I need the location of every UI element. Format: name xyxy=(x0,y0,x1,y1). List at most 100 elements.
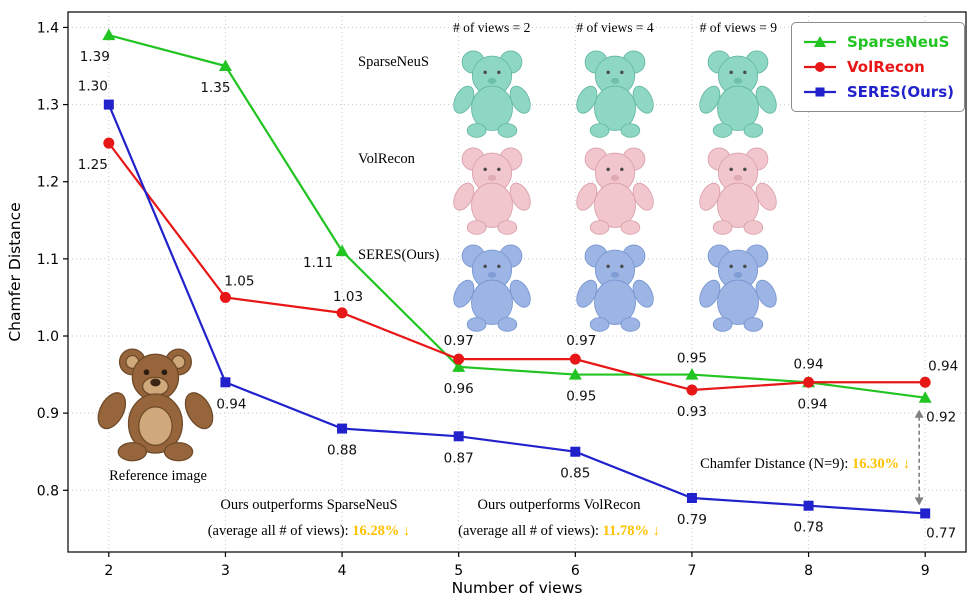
annotation-percent: 16.30% xyxy=(852,456,900,472)
reconstruction-teddy-mesh xyxy=(699,147,778,235)
reconstruction-teddy-mesh xyxy=(699,50,778,139)
annotation-outperform-sparseneus: Ours outperforms SparseNeuS (average all… xyxy=(158,492,460,544)
reconstruction-cell xyxy=(677,141,800,238)
reconstruction-teddy-mesh xyxy=(576,50,654,139)
point-label: 0.77 xyxy=(926,525,956,541)
x-tick-label: 5 xyxy=(454,563,463,579)
series-line xyxy=(107,104,926,515)
x-tick-label: 7 xyxy=(687,563,696,579)
teddy-bear-photo xyxy=(97,348,214,462)
inset-comparison-grid: # of views = 2 # of views = 4 # of views =… xyxy=(348,20,800,334)
annotation-percent: 11.78% xyxy=(602,523,649,540)
inset-row-label: SERES(Ours) xyxy=(358,247,440,264)
legend-marker-icon xyxy=(804,62,836,72)
down-arrow-icon: ↓ xyxy=(652,523,660,540)
x-tick-label: 9 xyxy=(921,563,930,579)
point-label: 0.87 xyxy=(444,450,474,466)
series-SERES(Ours): 1.30 0.94 0.88 0.87 0.85 0.79 0.78 0.77 xyxy=(78,79,956,542)
point-label: 0.78 xyxy=(794,520,824,536)
reconstruction-cell xyxy=(677,44,800,141)
annotation-line2: (average all # of views): 11.78% ↓ xyxy=(408,518,710,544)
point-label: 0.96 xyxy=(444,381,474,397)
reconstruction-teddy-mesh xyxy=(452,244,531,332)
legend-item-SparseNeuS: SparseNeuS xyxy=(802,31,954,53)
y-tick-label: 1.0 xyxy=(37,329,59,345)
point-label: 0.94 xyxy=(216,396,246,412)
annotation-line1: Ours outperforms VolRecon xyxy=(477,497,641,513)
x-axis-label: Number of views xyxy=(452,579,583,597)
x-tick-label: 8 xyxy=(804,563,813,579)
axes: 0.8 0.9 1.0 1.1 1.2 1.3 1.4 2 3 4 5 6 7 8 9 xyxy=(37,11,967,579)
y-tick-label: 1.3 xyxy=(37,98,59,114)
point-label: 0.93 xyxy=(677,404,707,420)
reconstruction-cell xyxy=(553,237,676,334)
x-tick-label: 2 xyxy=(104,563,113,579)
annotation-n9-prefix: Chamfer Distance (N=9): xyxy=(700,456,852,472)
point-label: 0.94 xyxy=(928,358,958,374)
x-tick-label: 6 xyxy=(571,563,580,579)
x-tick-label: 4 xyxy=(338,563,347,579)
reconstruction-cell xyxy=(430,141,553,238)
annotation-chamfer-n9: Chamfer Distance (N=9): 16.30% ↓ xyxy=(610,451,910,477)
point-label: 0.97 xyxy=(444,333,474,349)
annotation-line2-prefix: (average all # of views): xyxy=(458,523,603,540)
reconstruction-cell xyxy=(553,141,676,238)
point-label: 0.97 xyxy=(566,333,596,349)
reference-teddy-image xyxy=(84,344,232,466)
inset-row-label: VolRecon xyxy=(358,150,415,167)
point-label: 1.35 xyxy=(200,80,230,96)
y-axis-label: Chamfer Distance xyxy=(6,202,24,341)
x-tick-label: 3 xyxy=(221,563,230,579)
inset-col-header: # of views = 2 xyxy=(452,20,531,35)
legend-label: SparseNeuS xyxy=(847,33,950,51)
y-tick-label: 1.4 xyxy=(37,20,59,36)
reconstruction-cell xyxy=(677,237,800,334)
legend-marker-icon xyxy=(804,36,836,47)
plot-border xyxy=(67,11,967,553)
point-label: 0.94 xyxy=(798,396,828,412)
y-tick-label: 0.9 xyxy=(37,406,59,422)
annotation-outperform-volrecon: Ours outperforms VolRecon (average all #… xyxy=(408,492,710,544)
reconstruction-teddy-mesh xyxy=(452,50,531,139)
series-line xyxy=(108,34,926,399)
series-SparseNeuS: 1.39 1.35 1.11 0.96 0.95 0.95 0.94 0.92 xyxy=(80,28,956,426)
point-label: 0.94 xyxy=(794,356,824,372)
reconstruction-cell xyxy=(553,44,676,141)
inset-row-label: SparseNeuS xyxy=(358,54,429,70)
reconstruction-teddy-mesh xyxy=(576,244,654,332)
point-label: 0.88 xyxy=(327,443,357,459)
legend-label: SERES(Ours) xyxy=(846,83,954,101)
reconstruction-cell xyxy=(430,44,553,141)
gap-arrow-n9 xyxy=(914,409,924,506)
point-label: 1.39 xyxy=(80,49,110,65)
reference-image-caption: Reference image xyxy=(109,468,207,484)
point-label: 1.05 xyxy=(224,273,254,289)
point-label: 0.95 xyxy=(677,351,707,367)
inset-col-header: # of views = 9 xyxy=(699,20,777,35)
legend-label: VolRecon xyxy=(847,58,925,76)
reconstruction-teddy-mesh xyxy=(576,147,654,235)
point-label: 0.95 xyxy=(566,389,596,405)
reconstruction-cell xyxy=(430,237,553,334)
inset-col-header: # of views = 4 xyxy=(576,20,654,35)
legend-marker-icon xyxy=(804,87,836,97)
point-label: 1.11 xyxy=(303,255,333,271)
inset-corner-spacer xyxy=(348,20,430,44)
annotation-line1: Ours outperforms SparseNeuS xyxy=(220,497,398,513)
reconstruction-teddy-mesh xyxy=(452,147,531,235)
point-label: 1.30 xyxy=(78,79,108,95)
down-arrow-icon: ↓ xyxy=(902,456,910,472)
legend-item-SERES(Ours): SERES(Ours) xyxy=(802,81,954,103)
y-tick-label: 0.8 xyxy=(37,483,59,499)
annotation-percent: 16.28% xyxy=(352,523,400,540)
y-tick-label: 1.2 xyxy=(37,175,59,191)
annotation-line2-prefix: (average all # of views): xyxy=(207,523,353,540)
annotation-line2: (average all # of views): 16.28% ↓ xyxy=(158,518,460,544)
series-VolRecon: 1.25 1.05 1.03 0.97 0.97 0.93 0.94 0.94 xyxy=(78,137,958,420)
reconstruction-teddy-mesh xyxy=(699,244,778,332)
point-label: 0.92 xyxy=(926,410,956,426)
y-tick-label: 1.1 xyxy=(37,252,59,268)
point-label: 1.03 xyxy=(333,289,363,305)
